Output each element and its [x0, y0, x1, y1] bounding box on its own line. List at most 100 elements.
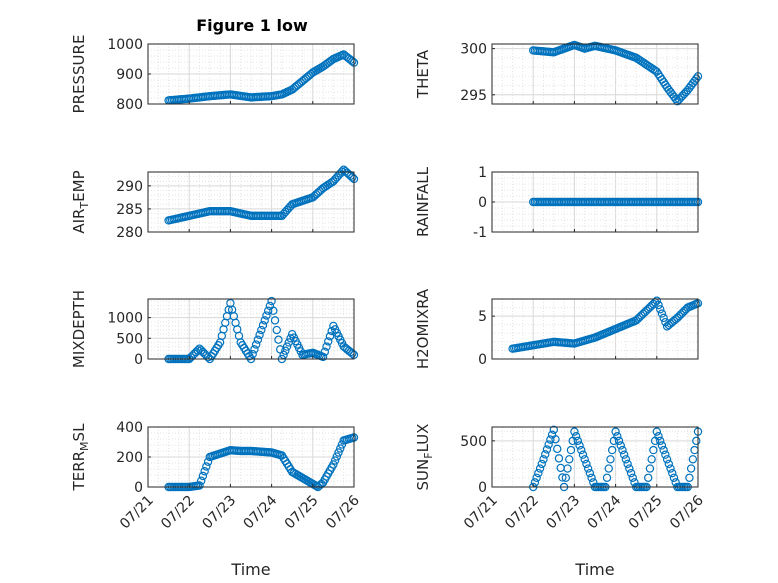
data-point — [532, 473, 541, 482]
y-tick-label: 280 — [116, 225, 143, 241]
y-axis-label: RAINFALL — [414, 166, 432, 237]
data-point — [685, 473, 694, 482]
data-point — [669, 473, 679, 482]
data-point — [544, 440, 553, 449]
data-point — [659, 445, 668, 455]
data-point — [625, 464, 634, 473]
subplot-3: 280 285 290 AIRTEMP — [70, 165, 359, 241]
data-point — [558, 473, 567, 482]
data-point — [193, 346, 202, 355]
y-tick-label: 285 — [116, 202, 143, 218]
y-tick-label: 1000 — [107, 37, 143, 53]
series-markers — [529, 197, 703, 207]
y-tick-label: 0 — [478, 352, 487, 368]
data-point — [645, 464, 655, 473]
data-point — [618, 445, 627, 455]
series-markers — [508, 296, 703, 353]
data-point — [325, 332, 335, 341]
data-point — [253, 335, 263, 344]
data-point — [330, 456, 340, 465]
data-point — [607, 445, 617, 455]
data-point — [282, 342, 292, 351]
x-axis-label-right: Time — [574, 560, 614, 579]
data-point — [267, 296, 276, 306]
data-point — [541, 450, 550, 459]
data-point — [348, 349, 357, 358]
subplot-6: 0 5 H2OMIXRA — [414, 288, 703, 369]
data-point — [324, 337, 333, 346]
grid — [147, 171, 355, 233]
data-point — [575, 441, 584, 450]
y-tick-label: 500 — [116, 331, 143, 347]
data-point — [652, 427, 662, 436]
data-point — [666, 464, 675, 473]
data-point — [611, 427, 620, 436]
y-tick-label: 400 — [116, 420, 143, 436]
y-tick-label: -1 — [473, 225, 487, 241]
data-point — [657, 441, 667, 450]
data-point — [318, 352, 328, 362]
grid — [491, 44, 699, 105]
x-tick-label: 07/26 — [667, 492, 707, 532]
data-point — [604, 464, 613, 473]
y-tick-label: 0 — [478, 195, 487, 211]
data-point — [668, 468, 677, 478]
data-point — [656, 436, 665, 446]
data-point — [537, 459, 546, 469]
axes-box — [491, 43, 699, 105]
series-markers — [529, 425, 703, 492]
data-point — [542, 445, 552, 454]
data-point — [535, 464, 545, 473]
data-point — [348, 57, 357, 66]
data-point — [628, 473, 637, 482]
data-point — [195, 481, 204, 490]
x-tick-label: 07/23 — [543, 493, 583, 533]
data-point — [332, 452, 342, 461]
data-point — [623, 459, 632, 469]
data-point — [654, 432, 663, 441]
y-tick-label: 295 — [460, 88, 487, 104]
x-axis-label-left: Time — [230, 560, 270, 579]
data-point — [549, 425, 559, 434]
data-point — [580, 455, 589, 464]
subplot-5: 0 500 1000 MIXDEPTH — [70, 290, 359, 368]
data-point — [262, 311, 271, 320]
data-point — [274, 335, 283, 344]
axes-box — [147, 298, 355, 360]
data-point — [644, 473, 653, 482]
data-point — [626, 468, 636, 478]
data-point — [198, 471, 208, 481]
data-point — [621, 455, 631, 464]
data-point — [649, 445, 658, 455]
y-tick-label: 1000 — [107, 311, 143, 327]
data-point — [664, 459, 674, 469]
y-tick-label: 0 — [478, 480, 487, 496]
data-point — [202, 462, 211, 471]
data-point — [322, 342, 331, 351]
x-tick-label: 07/24 — [585, 492, 625, 532]
axes-box — [491, 426, 699, 488]
data-point — [258, 321, 268, 330]
data-point — [348, 173, 357, 182]
x-tick-label: 07/21 — [117, 493, 157, 533]
data-point — [551, 435, 560, 444]
data-point — [320, 347, 330, 356]
data-point — [566, 445, 576, 455]
data-point — [585, 468, 595, 478]
subplot-2: 295 300 THETA — [414, 40, 703, 106]
data-point — [279, 350, 288, 360]
y-axis-label: MIXDEPTH — [70, 290, 88, 368]
data-point — [573, 436, 583, 446]
data-point — [616, 441, 625, 450]
data-point — [692, 74, 701, 83]
x-tick-label: 07/23 — [199, 493, 239, 533]
y-tick-label: 300 — [460, 42, 487, 58]
axes-box — [147, 171, 355, 233]
data-point — [606, 455, 615, 464]
data-point — [659, 313, 668, 323]
data-point — [652, 296, 662, 305]
subplot-4: -1 0 1 RAINFALL — [414, 165, 703, 241]
data-point — [336, 444, 345, 453]
y-tick-label: 1 — [478, 165, 487, 181]
